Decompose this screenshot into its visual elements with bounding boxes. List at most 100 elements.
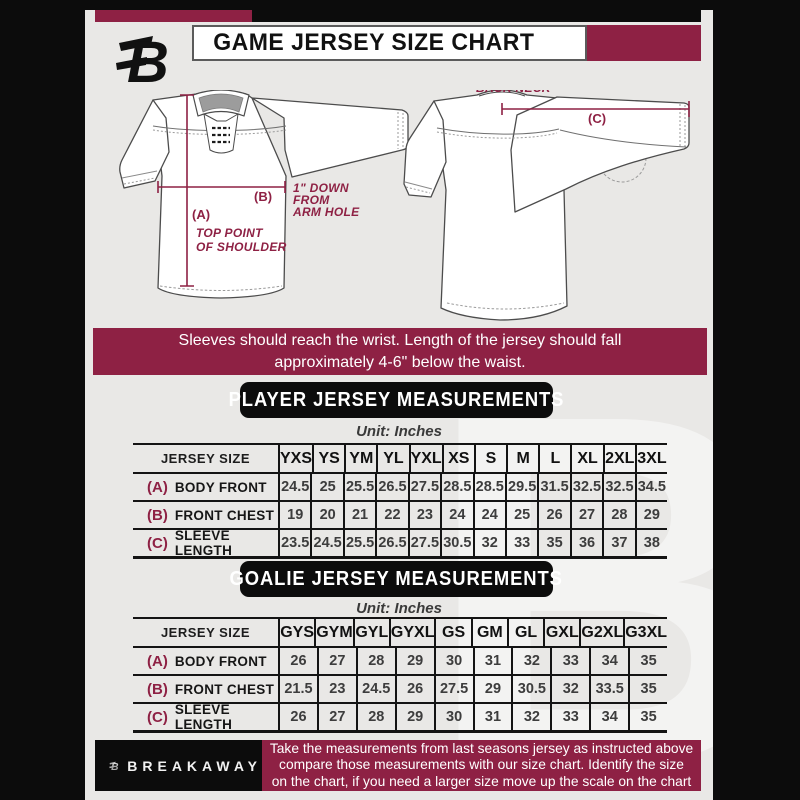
player-front-chest-cell: 29 [634,502,667,528]
goalie-table-header-label: JERSEY SIZE [160,625,251,640]
player-front-chest-cell: 24 [472,502,505,528]
player-body-front-cell: 32.5 [569,474,602,500]
player-sleeve-length-cell: 32 [472,530,505,556]
footer-instructions-box: Take the measurements from last seasons … [262,740,701,791]
goalie-body-front-cell: 32 [511,648,550,674]
player-sleeve-length-cell: 27.5 [407,530,440,556]
goalie-front-chest-cell: 23 [316,676,356,702]
goalie-size-header-cell: GYXL [388,619,434,646]
goalie-body-front-cell: 28 [355,648,395,674]
goalie-front-chest-cell: 27.5 [433,676,473,702]
player-front-chest-cell: 20 [310,502,342,528]
collar-laces [212,126,230,144]
annotation-b-label: (B) [254,189,272,204]
row-key: (C) [147,534,168,552]
row-key: (B) [147,680,168,698]
goalie-front-chest-cell: 33.5 [589,676,628,702]
goalie-front-chest-cell: 21.5 [278,676,317,702]
player-sleeve-length-cell: 36 [569,530,602,556]
player-size-header-cell: L [538,445,570,472]
annotation-c-line2: BACK NECK [476,90,552,95]
row-key: (A) [147,478,168,496]
goalie-body-front-cell: 33 [550,648,589,674]
player-body-front-cell: 25.5 [342,474,375,500]
page-title: GAME JERSEY SIZE CHART [213,29,535,56]
player-body-front-cell: 34.5 [634,474,667,500]
player-table-header-row: JERSEY SIZE YXS YS YM YL YXL XS S M L XL 2XL 3XL [133,443,667,474]
goalie-body-front-cell: 31 [472,648,512,674]
goalie-sleeve-length-cell: 32 [511,704,550,730]
goalie-unit-label: Unit: Inches [356,600,442,617]
player-sleeve-length-cell: 33 [504,530,537,556]
goalie-table-row-sleeve-length: (C) SLEEVE LENGTH 26 27 28 29 30 31 32 33 34 35 [133,702,667,733]
back-jersey-illustration [403,90,690,321]
annotation-b-line3: ARM HOLE [292,205,360,219]
row-key: (C) [147,708,168,726]
annotation-a-label: (A) [192,207,210,222]
player-front-chest-cell: 22 [375,502,407,528]
svg-text:B: B [127,30,169,91]
goalie-table-row-body-front: (A) BODY FRONT 26 27 28 29 30 31 32 33 34 35 [133,648,667,676]
goalie-size-header-cell: GYL [352,619,389,646]
goalie-sleeve-length-cell: 27 [316,704,356,730]
footer-instructions-line3: on the chart, if you need a larger size … [271,773,692,789]
goalie-body-front-cell: 34 [589,648,628,674]
footer-brand-name: BREAKAWAY [127,757,262,774]
fit-notice-line2: approximately 4-6" below the waist. [274,353,526,371]
player-front-chest-cell: 27 [569,502,602,528]
player-body-front-cell: 28.5 [440,474,472,500]
brand-logo-icon: B [116,30,169,95]
goalie-size-header-cell: GYM [314,619,353,646]
player-front-chest-cell: 21 [342,502,375,528]
title-bar-accent-block [587,25,701,61]
player-size-header-cell: 2XL [602,445,635,472]
row-label: SLEEVE LENGTH [174,528,233,558]
row-key: (A) [147,652,168,670]
front-collar [192,90,250,154]
goalie-body-front-cell: 26 [278,648,317,674]
annotation-a-line2: OF SHOULDER [196,240,287,254]
annotation-b-line2: FROM [293,193,330,207]
player-body-front-cell: 26.5 [375,474,407,500]
goalie-sleeve-length-cell: 34 [589,704,628,730]
annotation-c-label: (C) [588,111,606,126]
goalie-body-front-cell: 30 [433,648,473,674]
fit-notice-banner: Sleeves should reach the wrist. Length o… [93,328,707,375]
page-title-bar: GAME JERSEY SIZE CHART [192,25,587,61]
footer-brand-logo-icon: B [109,761,119,773]
footer-instructions-line1: Take the measurements from last seasons … [269,740,694,756]
player-front-chest-cell: 26 [537,502,569,528]
goalie-measurements-table: JERSEY SIZE GYS GYM GYL GYXL GS GM GL GXL G2XL G3… [133,617,667,733]
goalie-body-front-cell: 29 [394,648,434,674]
goalie-size-header-cell: GS [434,619,470,646]
player-size-header-cell: YM [344,445,376,472]
row-label: SLEEVE LENGTH [174,702,233,732]
player-front-chest-cell: 23 [407,502,440,528]
player-sleeve-length-cell: 25.5 [342,530,375,556]
player-sleeve-length-cell: 35 [537,530,569,556]
row-label: FRONT CHEST [174,681,275,697]
goalie-sleeve-length-cell: 28 [355,704,395,730]
goalie-sleeve-length-cell: 31 [472,704,512,730]
annotation-b-line1: 1" DOWN [293,181,349,195]
goalie-sleeve-length-cell: 29 [394,704,434,730]
size-chart-page: B B GAME JERSEY SIZE CHART [85,10,713,800]
player-body-front-cell: 28.5 [472,474,505,500]
player-size-header-cell: S [473,445,506,472]
goalie-body-front-cell: 35 [628,648,667,674]
jersey-measurement-diagram: (A) TOP POINT OF SHOULDER (B) 1" DOWN FR… [119,90,690,321]
goalie-size-header-cell: GXL [543,619,579,646]
goalie-front-chest-cell: 35 [628,676,667,702]
footer-brand-box: B BREAKAWAY [95,740,262,791]
goalie-section-title: GOALIE JERSEY MEASUREMENTS [229,567,564,590]
goalie-table-row-front-chest: (B) FRONT CHEST 21.5 23 24.5 26 27.5 29 30.5 32… [133,676,667,704]
fit-notice-line1: Sleeves should reach the wrist. Length o… [178,331,622,349]
row-label: BODY FRONT [174,653,267,669]
player-section-banner: PLAYER JERSEY MEASUREMENTS [229,382,563,418]
goalie-sleeve-length-cell: 30 [433,704,473,730]
player-section-title: PLAYER JERSEY MEASUREMENTS [228,388,565,411]
player-front-chest-cell: 24 [440,502,472,528]
goalie-size-header-cell: GL [506,619,543,646]
player-size-header-cell: XS [441,445,474,472]
row-key: (B) [147,506,168,524]
